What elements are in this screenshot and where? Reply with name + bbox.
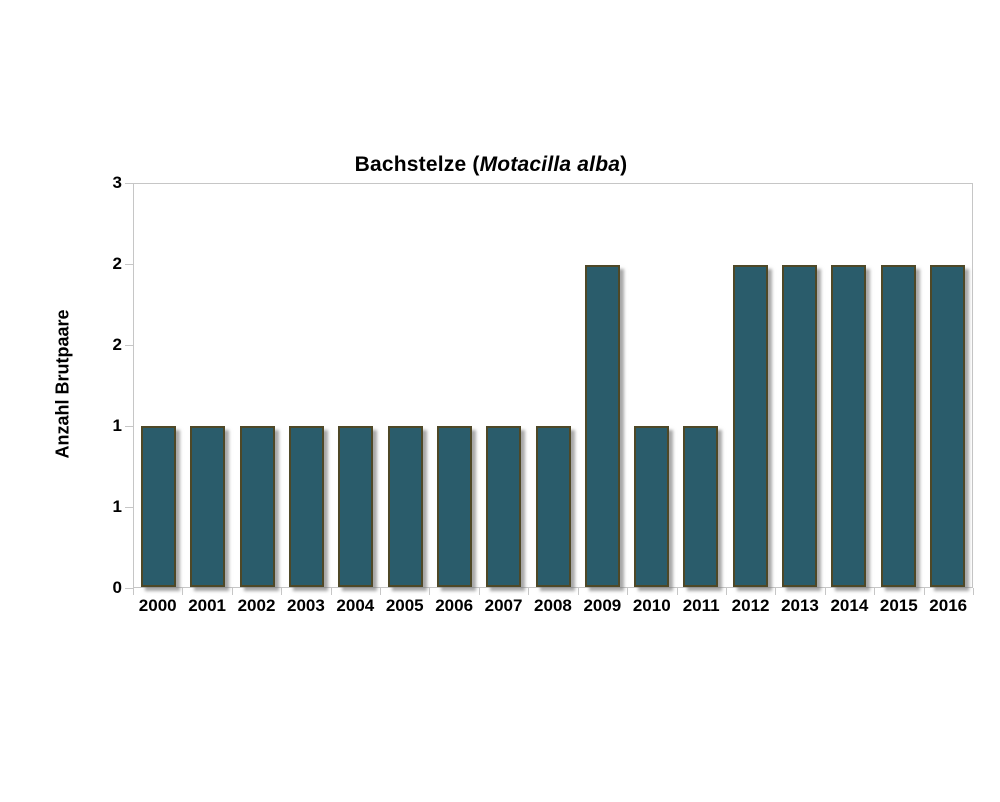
- x-tick-mark: [429, 588, 431, 595]
- bar-slot-2015: [873, 184, 922, 587]
- bar-2007: [486, 425, 522, 587]
- x-tick-label-2007: 2007: [484, 596, 523, 615]
- x-tick-label-2002: 2002: [237, 596, 276, 615]
- bar-2015: [880, 264, 916, 587]
- bar-slot-2005: [380, 184, 429, 587]
- x-tick-label-2000: 2000: [138, 596, 177, 615]
- x-tick-mark: [725, 588, 727, 595]
- bar-slot-2004: [331, 184, 380, 587]
- bar-2000: [141, 425, 177, 587]
- bar-2006: [436, 425, 472, 587]
- x-tick-label-2012: 2012: [731, 596, 770, 615]
- x-tick-mark: [281, 588, 283, 595]
- bar-2002: [239, 425, 275, 587]
- bar-slot-2007: [479, 184, 528, 587]
- bar-slot-2016: [923, 184, 972, 587]
- x-tick-mark: [528, 588, 530, 595]
- chart-title-suffix: ): [620, 153, 628, 176]
- x-tick-label-2010: 2010: [632, 596, 671, 615]
- y-tick-mark: [125, 588, 133, 589]
- y-tick-label: 0: [112, 578, 122, 597]
- bar-slot-2011: [676, 184, 725, 587]
- x-tick-label-2011: 2011: [682, 596, 720, 615]
- bar-slot-2009: [578, 184, 627, 587]
- x-tick-mark: [133, 588, 134, 595]
- x-tick-mark: [824, 588, 826, 595]
- x-tick-label-2008: 2008: [534, 596, 572, 615]
- bar-2004: [338, 425, 374, 587]
- y-tick-label: 2: [112, 335, 122, 354]
- x-tick-mark: [380, 588, 382, 595]
- chart-title-prefix: Bachstelze (: [354, 153, 480, 176]
- bar-2016: [929, 264, 965, 587]
- x-axis-labels: 2000 2001 2002 2003 2004 2005 2006 2007 2008 2009…: [133, 596, 973, 616]
- x-tick-label-2006: 2006: [435, 596, 474, 615]
- y-tick-mark: [125, 426, 133, 427]
- y-tick-mark: [125, 264, 133, 265]
- x-tick-label-2013: 2013: [781, 596, 819, 615]
- bar-2005: [387, 425, 423, 587]
- x-tick-mark: [182, 588, 184, 595]
- x-tick-label-2009: 2009: [583, 596, 622, 615]
- x-tick-mark: [231, 588, 233, 595]
- y-tick-label: 1: [112, 416, 122, 435]
- bars-container: [134, 184, 972, 587]
- x-tick-label-2005: 2005: [385, 596, 424, 615]
- bar-slot-2014: [824, 184, 873, 587]
- bar-slot-2003: [282, 184, 331, 587]
- plot-area: [133, 183, 973, 588]
- bar-2001: [190, 425, 226, 587]
- x-tick-label-2015: 2015: [879, 596, 918, 615]
- bar-2013: [782, 264, 817, 587]
- chart-title: Bachstelze (Motacilla alba): [0, 153, 982, 177]
- bar-slot-2001: [183, 184, 232, 587]
- bar-2011: [683, 425, 719, 587]
- bar-slot-2000: [134, 184, 183, 587]
- bar-slot-2006: [430, 184, 479, 587]
- y-tick-label: 1: [112, 497, 122, 516]
- bar-2014: [831, 264, 867, 587]
- bar-2008: [535, 425, 571, 587]
- x-tick-mark: [874, 588, 876, 595]
- x-tick-label-2004: 2004: [336, 596, 375, 615]
- bar-2009: [584, 264, 620, 587]
- y-tick-mark: [125, 345, 133, 346]
- x-tick-mark: [923, 588, 925, 595]
- bar-2010: [634, 425, 670, 587]
- x-tick-label-2014: 2014: [830, 596, 869, 615]
- x-tick-mark: [577, 588, 579, 595]
- y-tick-label: 3: [112, 173, 122, 192]
- bar-slot-2002: [233, 184, 282, 587]
- x-tick-mark: [627, 588, 629, 595]
- bar-2003: [289, 425, 325, 587]
- x-tick-label-2003: 2003: [287, 596, 325, 615]
- x-tick-mark: [478, 588, 480, 595]
- x-tick-mark: [330, 588, 332, 595]
- y-tick-mark: [125, 183, 133, 184]
- bar-2012: [732, 264, 768, 587]
- bar-slot-2013: [775, 184, 824, 587]
- x-tick-label-2016: 2016: [929, 596, 968, 615]
- bar-slot-2010: [627, 184, 676, 587]
- y-tick-label: 2: [112, 254, 122, 273]
- bar-slot-2012: [726, 184, 775, 587]
- x-tick-mark: [775, 588, 777, 595]
- chart-title-species: Motacilla alba: [479, 153, 621, 176]
- bar-slot-2008: [528, 184, 577, 587]
- x-tick-mark: [973, 588, 974, 595]
- x-tick-mark: [676, 588, 678, 595]
- y-tick-mark: [125, 507, 133, 508]
- x-tick-label-2001: 2001: [188, 596, 227, 615]
